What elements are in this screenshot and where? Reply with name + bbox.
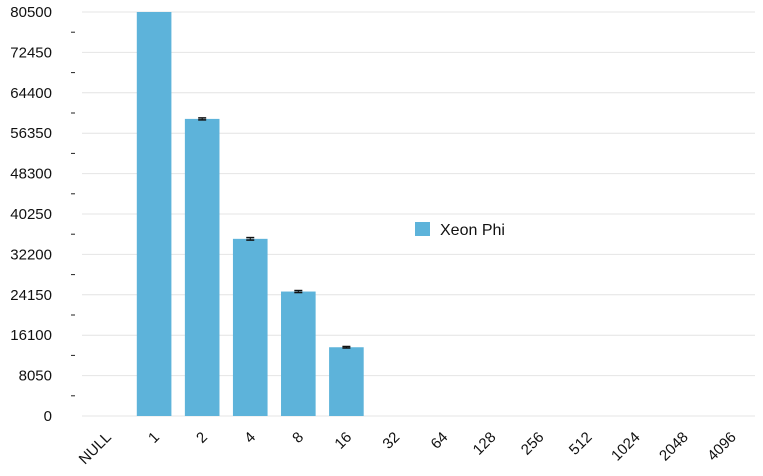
y-tick-label: 64400 bbox=[10, 85, 52, 102]
y-tick-label: 40250 bbox=[10, 206, 52, 223]
x-axis: NULL 1 2 4 8 16 32 64 128 256 512 1024 2048 4096 bbox=[76, 429, 740, 468]
y-axis: 0 8050 16100 24150 32200 40250 48300 56350 64400… bbox=[10, 4, 75, 425]
x-tick-label: 4 bbox=[241, 429, 259, 447]
x-tick-label: 32 bbox=[379, 429, 403, 453]
x-tick-label: 2048 bbox=[656, 429, 692, 465]
y-tick-label: 24150 bbox=[10, 287, 52, 304]
bar bbox=[136, 12, 172, 416]
bar bbox=[232, 238, 268, 416]
x-tick-label: 16 bbox=[331, 429, 355, 453]
x-tick-label: NULL bbox=[76, 429, 115, 468]
x-tick-label: 1 bbox=[145, 429, 163, 447]
x-tick-label: 512 bbox=[566, 429, 596, 459]
legend-swatch bbox=[415, 222, 430, 236]
y-tick-label: 56350 bbox=[10, 125, 52, 142]
gridlines bbox=[82, 11, 755, 417]
x-tick-label: 128 bbox=[470, 429, 500, 459]
bar bbox=[281, 291, 316, 416]
y-tick-label: 48300 bbox=[10, 166, 52, 183]
x-tick-label: 256 bbox=[518, 429, 548, 459]
x-tick-label: 8 bbox=[289, 429, 307, 447]
bar bbox=[329, 347, 364, 416]
y-tick-label: 72450 bbox=[10, 44, 52, 61]
legend-label: Xeon Phi bbox=[440, 222, 505, 239]
y-tick-label: 32200 bbox=[10, 246, 52, 263]
bars bbox=[136, 12, 364, 416]
y-tick-label: 8050 bbox=[19, 368, 52, 385]
y-tick-label: 80500 bbox=[10, 4, 52, 21]
x-tick-label: 1024 bbox=[608, 429, 644, 465]
x-tick-label: 4096 bbox=[704, 429, 740, 465]
legend: Xeon Phi bbox=[415, 222, 505, 239]
y-tick-label: 0 bbox=[44, 408, 52, 425]
bar bbox=[184, 118, 220, 416]
y-tick-label: 16100 bbox=[10, 327, 52, 344]
x-tick-label: 2 bbox=[193, 429, 211, 447]
x-tick-label: 64 bbox=[428, 429, 452, 453]
